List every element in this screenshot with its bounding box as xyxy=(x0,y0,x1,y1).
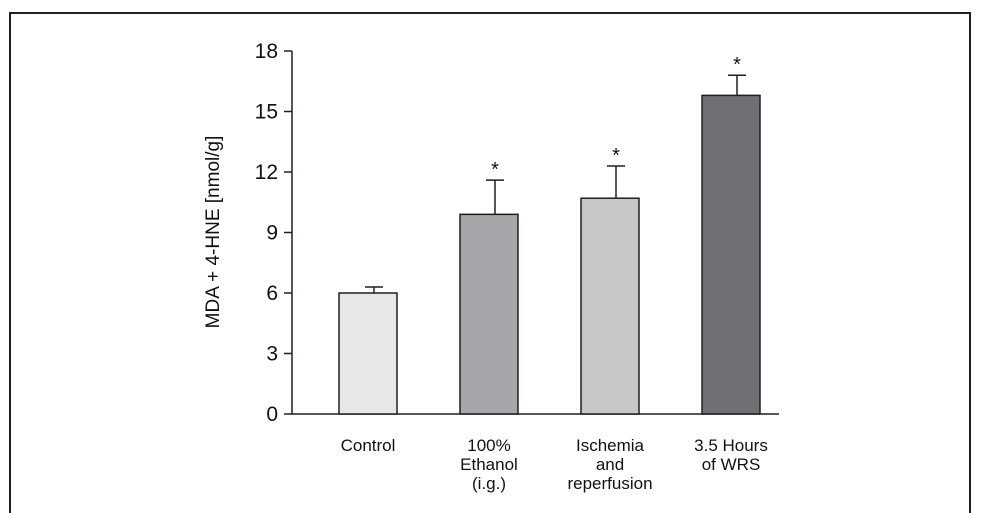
y-tick-label: 15 xyxy=(255,101,278,124)
y-tick-label: 12 xyxy=(255,161,278,184)
y-tick-label: 0 xyxy=(266,403,278,426)
x-tick-label: Control xyxy=(341,436,396,455)
y-axis-label: MDA + 4-HNE [nmol/g] xyxy=(203,136,224,329)
y-tick-label: 9 xyxy=(266,222,278,245)
y-tick-label: 6 xyxy=(266,282,278,305)
x-tick-label: 3.5 Hours xyxy=(694,436,768,455)
x-tick-label: Ischemia xyxy=(576,436,645,455)
x-tick-label: of WRS xyxy=(702,455,761,474)
x-tick-label: (i.g.) xyxy=(472,474,506,493)
x-tick-label: reperfusion xyxy=(567,474,652,493)
x-tick-label: and xyxy=(596,455,624,474)
x-tick-labels: Control 100%Ethanol(i.g.) Ischemiaandreper… xyxy=(341,436,768,493)
bars: * * * xyxy=(338,54,761,415)
x-tick-label: 100% xyxy=(467,436,510,455)
bar xyxy=(459,213,519,415)
figure-border xyxy=(9,12,971,513)
bar-chart: 0 3 6 9 12 15 18 * * * Control 100%Ethanol(i.g.) I… xyxy=(203,40,779,493)
significance-marker: * xyxy=(491,159,499,181)
y-tick-label: 3 xyxy=(266,343,278,366)
y-tick-label: 18 xyxy=(255,40,278,63)
x-tick-label: Ethanol xyxy=(460,455,518,474)
bar xyxy=(580,197,640,415)
significance-marker: * xyxy=(612,145,620,167)
bar xyxy=(338,292,398,415)
significance-marker: * xyxy=(733,54,741,76)
y-ticks: 0 3 6 9 12 15 18 xyxy=(255,40,292,426)
bar xyxy=(701,94,761,415)
